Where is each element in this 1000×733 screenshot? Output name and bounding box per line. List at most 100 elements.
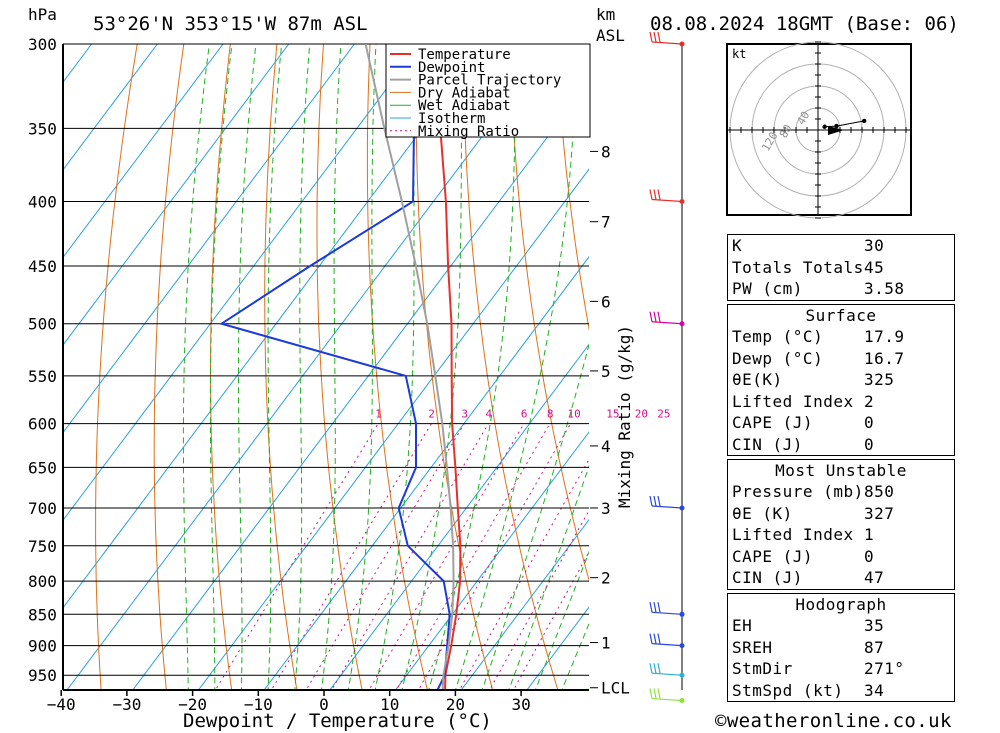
wind-barb bbox=[649, 311, 685, 327]
mixing-ratio-label: 2 bbox=[428, 408, 435, 421]
x-tick-label: −10 bbox=[244, 695, 273, 714]
param-label: Lifted Index bbox=[732, 391, 854, 411]
param-label: CAPE (J) bbox=[732, 413, 814, 432]
mixing-ratio-line bbox=[395, 423, 551, 690]
wet-adiabat-line bbox=[481, 342, 589, 690]
hodograph-ring-label: 80 bbox=[777, 122, 795, 140]
dry-adiabat-line bbox=[153, 44, 185, 690]
param-row: θE(K) 325 bbox=[728, 369, 954, 391]
param-row: StmSpd (kt) 34 bbox=[728, 680, 954, 702]
x-tick-label: 30 bbox=[511, 695, 530, 714]
param-row: Lifted Index 2 bbox=[728, 391, 954, 413]
pressure-tick-label: 350 bbox=[28, 119, 57, 138]
profile-parcel-trajectory bbox=[364, 44, 455, 690]
param-value: 34 bbox=[864, 680, 885, 700]
param-row: StmDir 271° bbox=[728, 658, 954, 680]
mixing-ratio-label: 20 bbox=[635, 408, 648, 421]
param-row: PW (cm) 3.58 bbox=[728, 278, 954, 300]
param-value: 0 bbox=[864, 413, 875, 432]
mixing-ratio-label: 4 bbox=[486, 408, 493, 421]
pressure-tick-label: 300 bbox=[28, 35, 57, 54]
isotherm-line bbox=[394, 431, 589, 690]
wind-barb bbox=[649, 602, 685, 617]
datetime-title: 08.08.2024 18GMT (Base: 06) bbox=[650, 13, 959, 35]
mixing-ratio-axis-label: Mixing Ratio (g/kg) bbox=[615, 325, 634, 508]
wet-adiabat-line bbox=[428, 44, 517, 690]
param-value: 17.9 bbox=[864, 327, 905, 346]
hodograph-params-table: Hodograph EH 35 SREH 87 StmDir 271° StmSpd (kt… bbox=[727, 593, 955, 702]
param-value: 271° bbox=[864, 659, 905, 678]
hodograph-params-title: Hodograph bbox=[795, 595, 887, 614]
hodograph-ring-label: 40 bbox=[795, 109, 813, 127]
param-label: Lifted Index bbox=[732, 525, 854, 544]
asl-unit-label: ASL bbox=[596, 26, 625, 45]
x-tick-label: −30 bbox=[112, 695, 141, 714]
param-label: CIN (J) bbox=[732, 434, 803, 454]
wet-adiabat-line bbox=[374, 44, 417, 690]
dry-adiabat-line bbox=[264, 44, 298, 690]
mixing-ratio-line bbox=[417, 423, 572, 690]
x-axis-label: Dewpoint / Temperature (°C) bbox=[183, 710, 492, 732]
isotherm-line bbox=[63, 44, 421, 522]
param-row: Temp (°C) 17.9 bbox=[728, 326, 954, 348]
mixing-ratio-label: 15 bbox=[606, 408, 619, 421]
param-label: Dewp (°C) bbox=[732, 348, 824, 368]
pressure-tick-label: 400 bbox=[28, 193, 57, 212]
km-tick-label: 6 bbox=[601, 292, 611, 311]
param-row: CAPE (J) 0 bbox=[728, 412, 954, 434]
mixing-ratio-line bbox=[458, 458, 589, 690]
legend-label: Mixing Ratio bbox=[418, 124, 519, 140]
pressure-tick-label: 950 bbox=[28, 666, 57, 685]
param-label: StmSpd (kt) bbox=[732, 680, 844, 700]
location-title: 53°26'N 353°15'W 87m ASL bbox=[93, 13, 368, 35]
legend-label: Temperature bbox=[418, 47, 511, 63]
param-value: 0 bbox=[864, 546, 875, 566]
x-tick-label: 20 bbox=[446, 695, 465, 714]
param-label: Pressure (mb) bbox=[732, 482, 864, 501]
param-value: 16.7 bbox=[864, 348, 905, 368]
surface-title: Surface bbox=[805, 306, 877, 325]
x-tick-label: 0 bbox=[319, 695, 329, 714]
wet-adiabat-line bbox=[454, 44, 578, 690]
mixing-ratio-label: 3 bbox=[461, 408, 468, 421]
pressure-tick-label: 700 bbox=[28, 499, 57, 518]
km-tick-label: 8 bbox=[601, 142, 611, 161]
wind-barb bbox=[649, 189, 685, 205]
km-tick-label: 7 bbox=[601, 213, 611, 232]
wet-adiabat-line bbox=[321, 44, 342, 690]
dry-adiabat-line bbox=[970, 25, 1000, 703]
wet-adiabat-line bbox=[267, 44, 283, 690]
isotherm-line bbox=[63, 44, 224, 259]
param-row: θE (K) 327 bbox=[728, 503, 954, 525]
param-value: 1 bbox=[864, 525, 875, 544]
param-value: 45 bbox=[864, 257, 885, 277]
mixing-ratio-line bbox=[512, 551, 589, 690]
legend-label: Isotherm bbox=[418, 111, 485, 127]
pressure-tick-label: 600 bbox=[28, 415, 57, 434]
x-tick-label: −40 bbox=[47, 695, 76, 714]
param-value: 0 bbox=[864, 434, 875, 454]
mixing-ratio-line bbox=[368, 423, 525, 690]
param-value: 35 bbox=[864, 616, 885, 635]
legend-label: Dry Adiabat bbox=[418, 85, 511, 101]
indices-table: K 30 Totals Totals 45 PW (cm) 3.58 bbox=[727, 234, 955, 301]
param-label: PW (cm) bbox=[732, 279, 803, 298]
dry-adiabat-line bbox=[316, 44, 363, 690]
mixing-ratio-line bbox=[331, 423, 489, 690]
param-row: CIN (J) 0 bbox=[728, 434, 954, 456]
param-row: SREH 87 bbox=[728, 637, 954, 659]
km-tick-label: 3 bbox=[601, 499, 611, 518]
hodograph-unit: kt bbox=[732, 47, 746, 61]
km-tick-label: 1 bbox=[601, 634, 611, 653]
param-label: θE(K) bbox=[732, 370, 783, 389]
param-row: CAPE (J) 0 bbox=[728, 546, 954, 568]
isotherm-line bbox=[263, 256, 589, 690]
wet-adiabat-line bbox=[238, 44, 257, 690]
wind-barb bbox=[649, 495, 685, 511]
dry-adiabat-line bbox=[462, 44, 559, 690]
param-label: Temp (°C) bbox=[732, 327, 824, 346]
dry-adiabat-line bbox=[95, 44, 138, 690]
mixing-ratio-line bbox=[270, 423, 432, 690]
param-row: Pressure (mb) 850 bbox=[728, 481, 954, 503]
